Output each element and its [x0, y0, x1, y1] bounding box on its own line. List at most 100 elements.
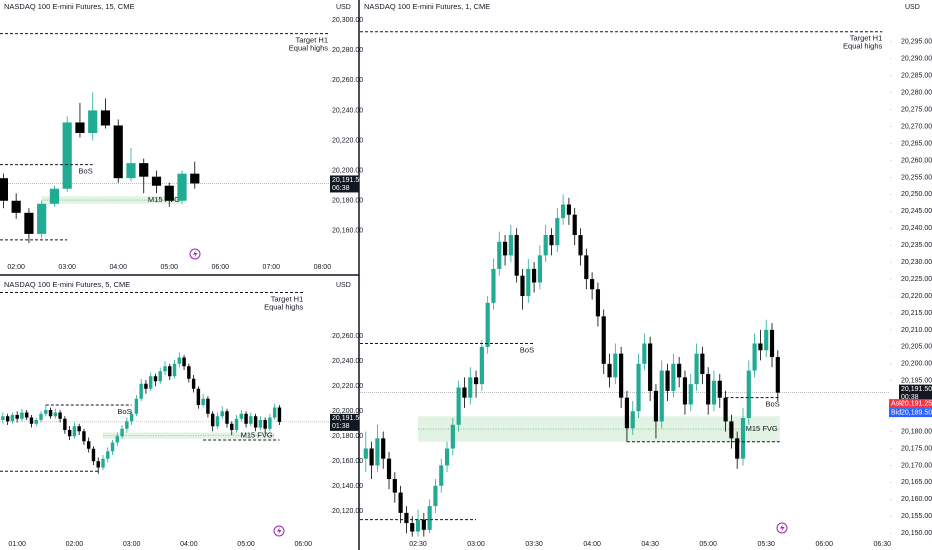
y-tick-label: 20,220.00 [332, 137, 363, 144]
price-box-label: 20,191.50 [332, 415, 363, 422]
y-tick-label: 20,180.00 [901, 428, 932, 435]
y-tick-label: 20,205.00 [901, 344, 932, 351]
x-tick-label: 03:00 [467, 541, 485, 548]
candle-body [717, 380, 722, 398]
candle-body [172, 363, 177, 377]
level-label: BoS [520, 345, 534, 354]
x-tick-label: 03:00 [123, 541, 141, 548]
x-tick-label: 02:00 [7, 264, 25, 271]
candle-body [723, 397, 728, 422]
candle-body [531, 268, 537, 283]
candle-body [665, 370, 670, 391]
candle-body [164, 185, 174, 201]
candle-body [253, 416, 258, 428]
candle-body [369, 448, 374, 466]
y-tick-label: 20,150.00 [901, 530, 932, 537]
candle-body [191, 378, 196, 389]
candle-body [706, 373, 711, 405]
candle-body [62, 122, 72, 189]
y-tick-label: 20,230.00 [901, 259, 932, 266]
y-tick-label: 20,245.00 [901, 208, 932, 215]
candle-body [433, 485, 438, 507]
y-tick-label: 20,180.00 [332, 198, 363, 205]
candle-body [139, 383, 143, 399]
candle-body [392, 479, 397, 493]
level-label: BoS [117, 407, 131, 416]
candle-body [514, 235, 519, 276]
candle-body [520, 275, 525, 297]
chart-title: NASDAQ 100 E-mini Futures, 15, CME [4, 2, 134, 11]
y-tick-label: 20,275.00 [901, 106, 932, 113]
candle-body [77, 426, 81, 432]
candle-body [272, 407, 277, 418]
candle-body [153, 376, 158, 382]
candle-body [11, 200, 21, 213]
candle-body [91, 448, 96, 462]
candle-body [120, 428, 124, 437]
candle-body [268, 417, 272, 429]
y-tick-label: 20,160.00 [901, 496, 932, 503]
candle-body [502, 241, 508, 256]
y-tick-label: 20,260.00 [332, 77, 363, 84]
candle-body [410, 523, 415, 532]
alert-icon[interactable] [776, 522, 788, 534]
candle-body [473, 377, 479, 385]
candle-body [607, 363, 612, 378]
candle-body [20, 412, 24, 419]
candle-body [258, 420, 263, 428]
y-tick-label: 20,120.00 [332, 508, 363, 515]
bid-box [889, 408, 932, 418]
level-label: Equal highs [843, 42, 882, 51]
currency-label: USD [336, 4, 351, 11]
candle-body [508, 235, 513, 256]
price-box-label: 20,191.50 [901, 386, 932, 393]
x-tick-label: 05:00 [160, 264, 178, 271]
candle-body [163, 366, 167, 372]
candle-body [584, 255, 589, 280]
candle-body [682, 377, 688, 405]
y-tick-label: 20,160.00 [332, 228, 363, 235]
candle-body [15, 415, 19, 419]
candle-body [375, 438, 380, 466]
level-label: Target H1 [271, 294, 304, 303]
candle-body [415, 519, 421, 532]
candle-body [613, 353, 618, 378]
y-tick-label: 20,260.00 [332, 333, 363, 340]
candle-body [53, 412, 58, 417]
currency-label: USD [336, 282, 351, 289]
currency-label: USD [905, 4, 920, 11]
y-tick-label: 20,250.00 [901, 191, 932, 198]
candle-body [479, 346, 484, 385]
candle-body [201, 398, 205, 405]
y-tick-label: 20,170.00 [901, 462, 932, 469]
candle-body [230, 423, 234, 430]
candle-body [196, 388, 201, 405]
candle-body [277, 407, 282, 422]
y-tick-label: 20,270.00 [901, 123, 932, 130]
candle-body [491, 268, 496, 303]
zone-label: M15 FVG [746, 424, 778, 433]
candle-body [561, 204, 566, 219]
alert-icon[interactable] [189, 248, 201, 260]
y-tick-label: 20,200.00 [901, 361, 932, 368]
x-tick-label: 05:00 [699, 541, 717, 548]
candle-body [578, 235, 583, 256]
candle-body [110, 442, 115, 452]
candle-body [439, 465, 444, 486]
candle-body [5, 416, 10, 422]
y-tick-label: 20,290.00 [901, 56, 932, 63]
candle-body [158, 371, 162, 382]
candle-body [398, 492, 403, 513]
candle-body [210, 413, 215, 427]
y-tick-label: 20,210.00 [901, 327, 932, 334]
candle-body [24, 412, 29, 418]
candle-body [187, 366, 191, 379]
alert-icon[interactable] [273, 525, 285, 537]
x-tick-label: 06:00 [295, 541, 313, 548]
candle-body [769, 329, 775, 358]
candle-body [711, 380, 717, 405]
countdown-label: 00:38 [901, 394, 919, 401]
x-tick-label: 02:00 [66, 541, 84, 548]
candle-body [49, 188, 60, 204]
